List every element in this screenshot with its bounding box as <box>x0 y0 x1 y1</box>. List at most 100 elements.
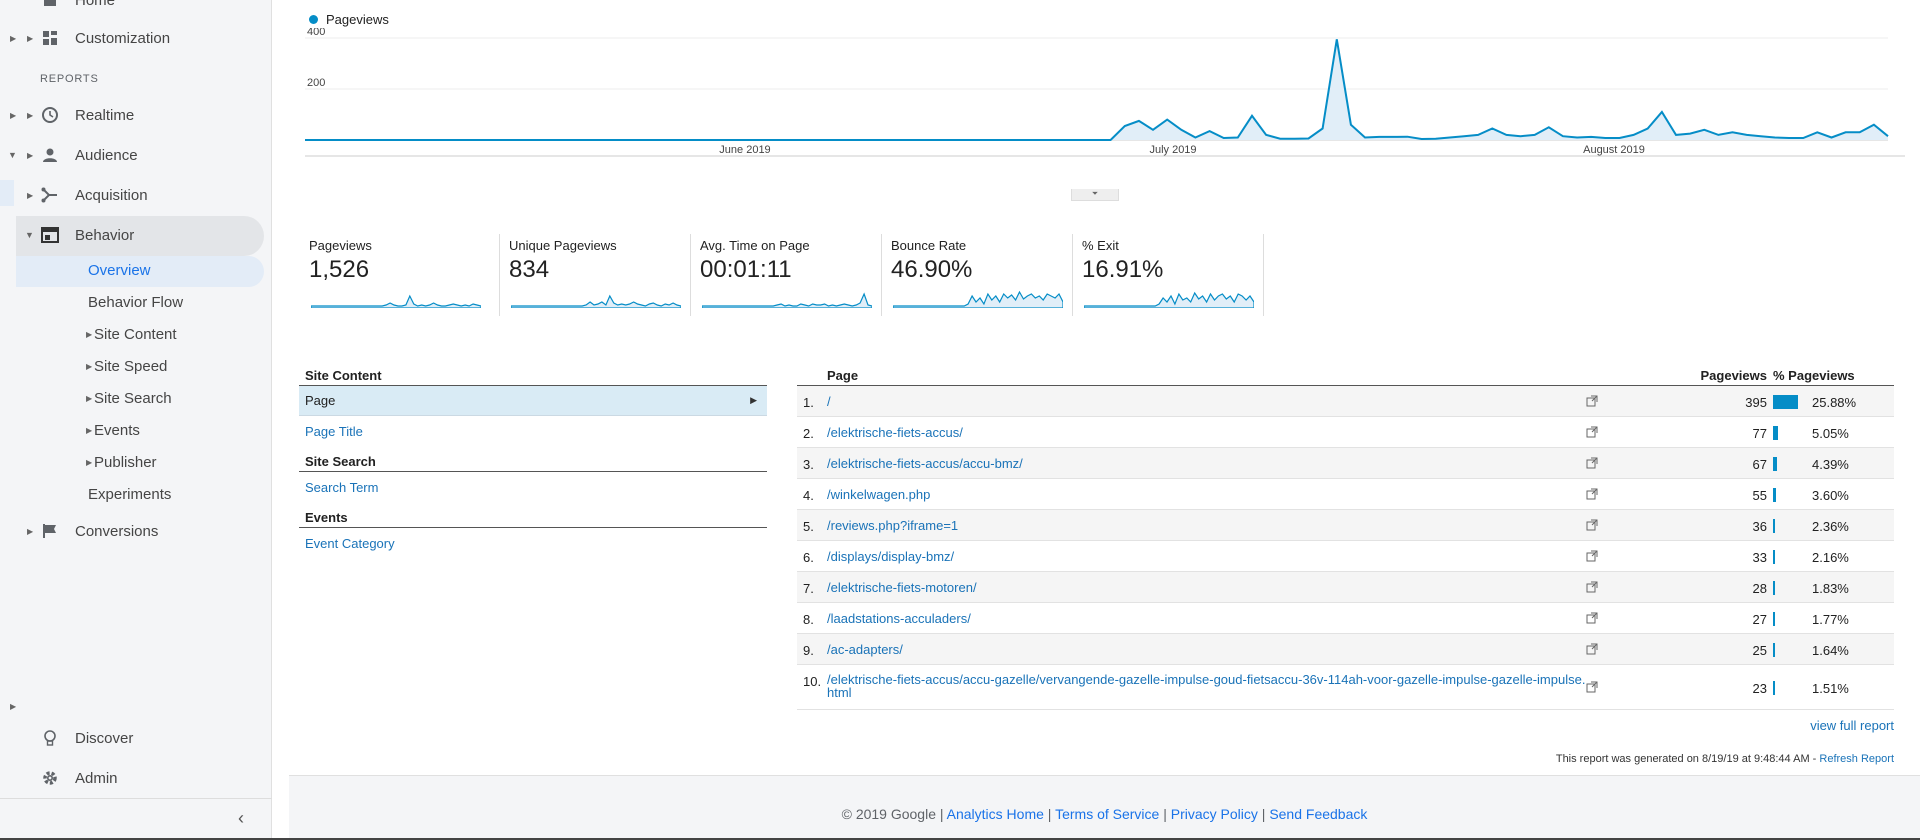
col-page-header: Page <box>827 368 859 383</box>
pct-value: 25.88% <box>1812 395 1857 410</box>
page-link[interactable]: /winkelwagen.php <box>827 487 931 502</box>
refresh-report-link[interactable]: Refresh Report <box>1819 753 1894 765</box>
table-row[interactable]: 2. /elektrische-fiets-accus/ 77 5.05% <box>797 417 1894 448</box>
person-icon <box>40 145 60 165</box>
nav-publisher[interactable]: ▶ Publisher <box>86 454 157 471</box>
metric-sparklines: Pageviews 1,526 Unique Pageviews 834 Avg. … <box>309 234 1264 316</box>
collapse-sidebar-icon[interactable]: ‹ <box>238 808 244 828</box>
view-full-report-link[interactable]: view full report <box>1810 718 1894 733</box>
x-axis-ticks: June 2019 July 2019 August 2019 <box>719 144 1645 156</box>
table-row[interactable]: 10. /elektrische-fiets-accus/accu-gazell… <box>797 665 1894 710</box>
nav-conversions-label: Conversions <box>75 522 159 540</box>
open-page-icon[interactable] <box>1586 681 1598 693</box>
nav-experiments[interactable]: Experiments <box>88 486 172 503</box>
pageviews-value: 23 <box>1752 681 1767 696</box>
nav-site-speed[interactable]: ▶ Site Speed <box>86 358 167 375</box>
pct-bar <box>1773 681 1775 695</box>
table-row[interactable]: 8. /laadstations-acculaders/ 27 1.77% <box>797 603 1894 634</box>
pageviews-value: 25 <box>1752 643 1767 658</box>
metric-sparkline-path <box>702 292 872 308</box>
pct-value: 2.36% <box>1812 519 1849 534</box>
metric-sparkline <box>702 292 872 308</box>
open-page-icon[interactable] <box>1586 426 1598 438</box>
table-row[interactable]: 7. /elektrische-fiets-motoren/ 28 1.83% <box>797 572 1894 603</box>
chart-legend[interactable]: Pageviews <box>309 12 389 27</box>
page-link[interactable]: /ac-adapters/ <box>827 642 903 657</box>
expand-arrow-icon[interactable]: ▶ <box>27 190 34 200</box>
nav-site-content[interactable]: ▶ Site Content <box>86 326 177 343</box>
dimension-page-title[interactable]: Page Title <box>305 424 363 439</box>
metric-box[interactable]: Bounce Rate 46.90% <box>882 234 1073 316</box>
footer-background <box>289 776 1920 840</box>
open-page-icon[interactable] <box>1586 581 1598 593</box>
expand-arrow-icon[interactable]: ▶ <box>86 362 93 371</box>
series-dot-icon <box>309 15 318 24</box>
metric-box[interactable]: Pageviews 1,526 <box>309 234 500 316</box>
pct-value: 1.77% <box>1812 612 1849 627</box>
metric-sparkline <box>1084 291 1254 308</box>
collapse-arrow-icon[interactable]: ▼ <box>8 150 17 160</box>
chart-dropdown-handle[interactable]: ⏷ <box>1071 189 1119 201</box>
metric-value: 16.91% <box>1082 256 1164 283</box>
page-link[interactable]: /laadstations-acculaders/ <box>827 611 971 626</box>
page-link[interactable]: /displays/display-bmz/ <box>827 549 955 564</box>
row-number: 9. <box>803 643 814 658</box>
row-number: 10. <box>803 674 822 689</box>
footer: © 2019 Google | Analytics Home | Terms o… <box>289 806 1920 822</box>
expand-arrow-icon[interactable]: ▶ <box>27 526 34 536</box>
pageviews-value: 395 <box>1745 395 1767 410</box>
expand-arrow-icon[interactable]: ▶ <box>27 110 34 120</box>
page-link[interactable]: /elektrische-fiets-accus/accu-gazelle/ve… <box>827 672 1586 700</box>
expand-arrow-icon[interactable]: ▶ <box>86 426 93 435</box>
expand-arrow-icon[interactable]: ▶ <box>10 702 17 711</box>
open-page-icon[interactable] <box>1586 488 1598 500</box>
footer-terms-link[interactable]: Terms of Service <box>1055 806 1160 822</box>
dimension-search-term[interactable]: Search Term <box>305 480 379 495</box>
metric-label: Avg. Time on Page <box>700 238 810 253</box>
page-link[interactable]: /reviews.php?iframe=1 <box>827 518 959 533</box>
open-page-icon[interactable] <box>1586 457 1598 469</box>
table-row[interactable]: 3. /elektrische-fiets-accus/accu-bmz/ 67… <box>797 448 1894 479</box>
page-link[interactable]: /elektrische-fiets-accus/ <box>827 425 963 440</box>
page-link[interactable]: / <box>827 394 831 409</box>
footer-copyright: © 2019 Google | <box>841 806 947 822</box>
open-page-icon[interactable] <box>1586 550 1598 562</box>
y-axis-ticks: 200 400 <box>307 28 325 89</box>
page-link[interactable]: /elektrische-fiets-accus/accu-bmz/ <box>827 456 1023 471</box>
dimension-page-selected[interactable]: Page ▶ <box>299 386 767 416</box>
expand-arrow-icon[interactable]: ▶ <box>10 33 17 43</box>
nav-behavior-overview[interactable]: Overview <box>88 262 151 279</box>
pageviews-chart[interactable]: 200 400 June 2019 July 2019 August 2019 <box>305 28 1905 193</box>
metric-sparkline-path <box>1084 291 1254 308</box>
metric-box[interactable]: % Exit 16.91% <box>1073 234 1264 316</box>
table-row[interactable]: 9. /ac-adapters/ 25 1.64% <box>797 634 1894 665</box>
nav-acquisition-label: Acquisition <box>75 186 148 204</box>
open-page-icon[interactable] <box>1586 519 1598 531</box>
footer-feedback-link[interactable]: Send Feedback <box>1269 806 1368 822</box>
expand-arrow-icon[interactable]: ▶ <box>86 458 93 467</box>
expand-arrow-icon[interactable]: ▶ <box>86 394 93 403</box>
footer-analytics-home-link[interactable]: Analytics Home <box>946 806 1044 822</box>
expand-arrow-icon[interactable]: ▶ <box>27 150 34 160</box>
expand-arrow-icon[interactable]: ▶ <box>27 33 34 43</box>
table-row[interactable]: 6. /displays/display-bmz/ 33 2.16% <box>797 541 1894 572</box>
table-row[interactable]: 4. /winkelwagen.php 55 3.60% <box>797 479 1894 510</box>
metric-box[interactable]: Unique Pageviews 834 <box>500 234 691 316</box>
flag-icon <box>40 521 60 541</box>
expand-arrow-icon[interactable]: ▶ <box>86 330 93 339</box>
footer-privacy-link[interactable]: Privacy Policy <box>1170 806 1258 822</box>
metric-box[interactable]: Avg. Time on Page 00:01:11 <box>691 234 882 316</box>
x-tick-label: August 2019 <box>1583 144 1645 156</box>
nav-site-search[interactable]: ▶ Site Search <box>86 390 172 407</box>
open-page-icon[interactable] <box>1586 643 1598 655</box>
dimension-event-category[interactable]: Event Category <box>305 536 395 551</box>
nav-events[interactable]: ▶ Events <box>86 422 140 439</box>
nav-behavior-flow[interactable]: Behavior Flow <box>88 294 184 311</box>
table-row[interactable]: 5. /reviews.php?iframe=1 36 2.36% <box>797 510 1894 541</box>
table-row[interactable]: 1. / 395 25.88% <box>797 386 1894 417</box>
expand-arrow-icon[interactable]: ▶ <box>10 110 17 120</box>
collapse-arrow-icon[interactable]: ▼ <box>25 230 34 240</box>
open-page-icon[interactable] <box>1586 612 1598 624</box>
open-page-icon[interactable] <box>1586 395 1598 407</box>
page-link[interactable]: /elektrische-fiets-motoren/ <box>827 580 977 595</box>
